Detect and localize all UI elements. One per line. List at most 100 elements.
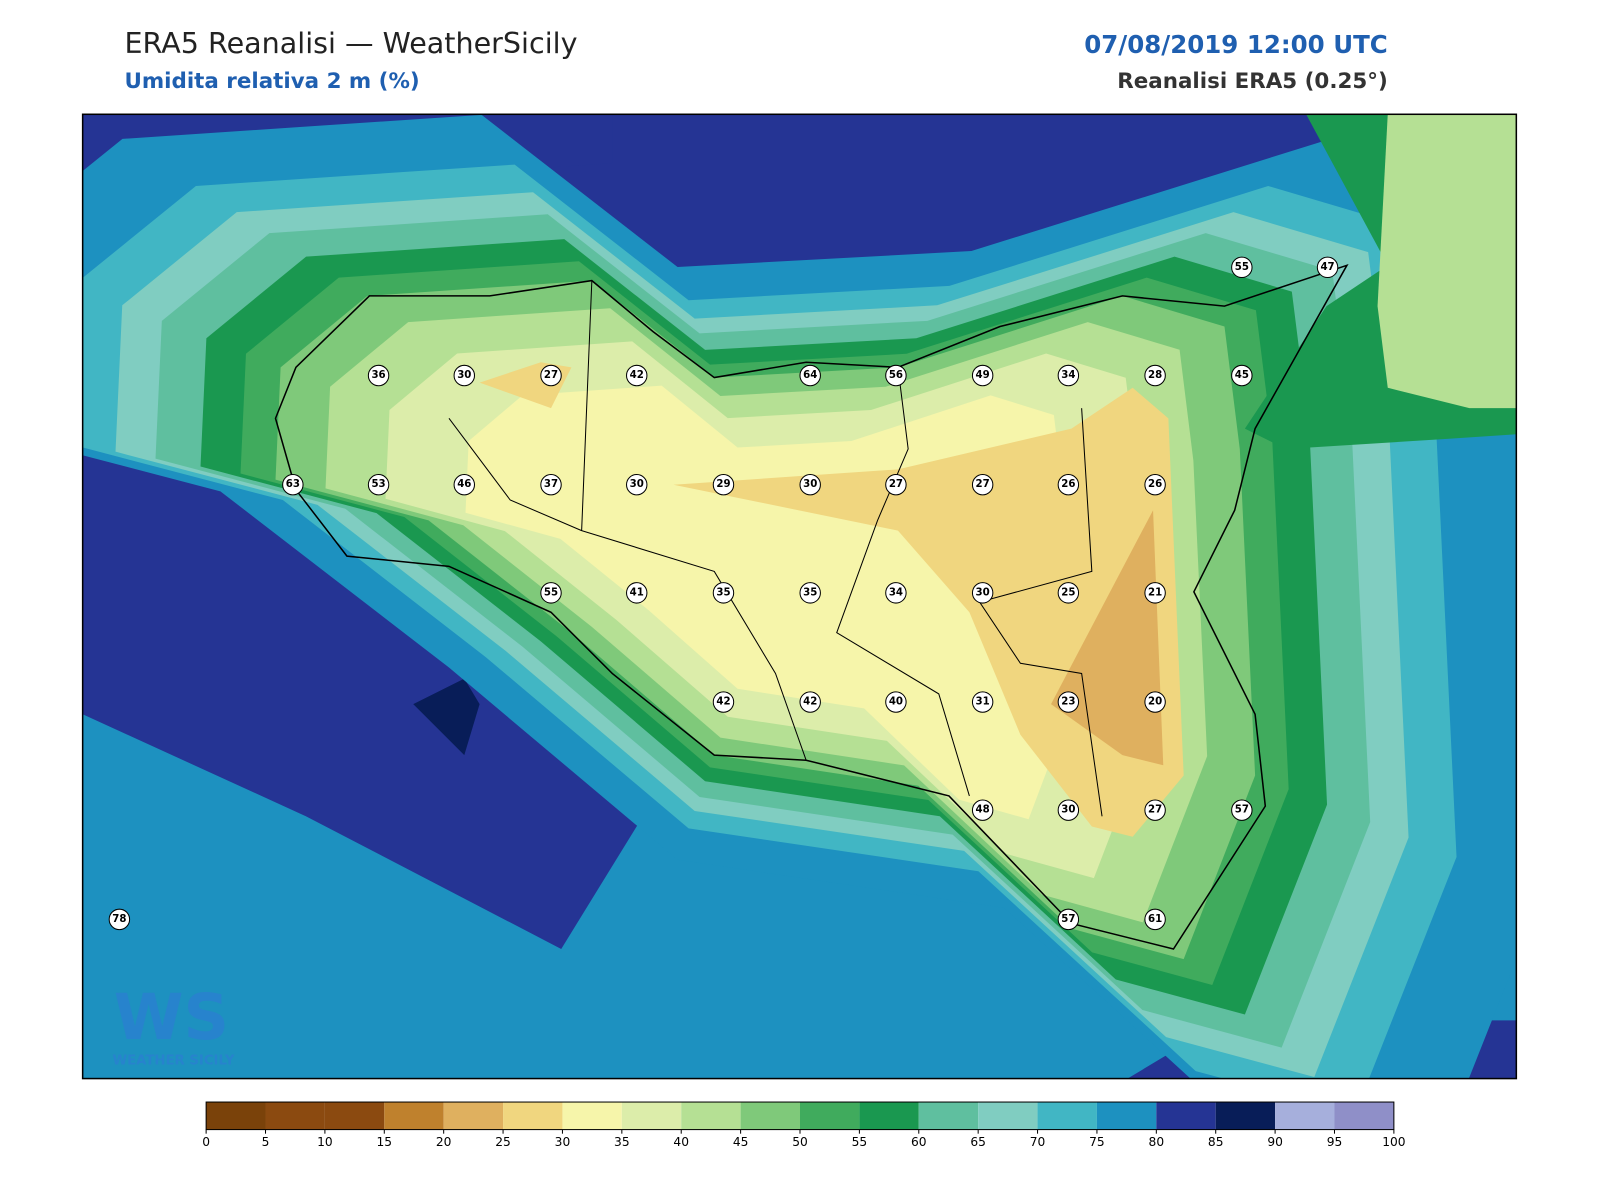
- station-marker: [1144, 364, 1166, 387]
- colorbar-bin: [681, 1102, 741, 1130]
- colorbar-tick-label: 55: [852, 1135, 868, 1149]
- colorbar-tick-label: 15: [376, 1135, 392, 1149]
- border: [448, 280, 1103, 817]
- station-value: 30: [457, 370, 471, 381]
- station-marker: [1231, 364, 1253, 387]
- station-value: 27: [976, 479, 990, 490]
- humidity-band: [1377, 114, 1517, 409]
- station-value: 46: [457, 479, 471, 490]
- station-value: 55: [544, 587, 558, 598]
- station-marker: [971, 473, 994, 496]
- colorbar-bin: [621, 1102, 682, 1130]
- station-marker: [626, 364, 648, 387]
- logo-text: WEATHER SICILY: [112, 1053, 234, 1068]
- station-marker: [367, 364, 390, 387]
- station-marker: [1144, 691, 1166, 713]
- colorbar-bin: [265, 1102, 325, 1130]
- station-marker: [1144, 799, 1166, 821]
- station-value: 61: [1148, 914, 1162, 925]
- station-value: 57: [1235, 805, 1249, 816]
- colorbar-tick-label: 70: [1030, 1135, 1046, 1149]
- station-value: 64: [803, 370, 817, 381]
- station-marker: [885, 691, 907, 713]
- station-value: 78: [112, 914, 126, 925]
- colorbar-bin: [740, 1102, 800, 1130]
- colorbar-tick-label: 100: [1382, 1135, 1405, 1149]
- colorbar-bin: [1334, 1102, 1394, 1130]
- humidity-band: [673, 387, 1184, 837]
- station-marker: [712, 582, 735, 604]
- stations: 55 47 36 30 27 42 64 56 49 34 28 45 63 53 46 37 30 29 30 27…: [108, 256, 1339, 931]
- station-marker: [971, 582, 994, 604]
- station-marker: [1231, 256, 1253, 279]
- humidity-band: [1051, 510, 1164, 766]
- colorbar-tick-label: 60: [911, 1135, 927, 1149]
- colorbar-bin: [1156, 1102, 1216, 1130]
- station-value: 42: [803, 697, 817, 708]
- colorbar: 0 5 10 15 20 25 30 35 40 45 50 55 60 65 70 75 80 85 90 95 10…: [202, 1101, 1406, 1149]
- sea-band: [413, 678, 480, 756]
- station-marker: [712, 691, 735, 713]
- station-marker: [971, 364, 994, 387]
- station-value: 57: [1061, 914, 1075, 925]
- colorbar-tick-label: 50: [792, 1135, 808, 1149]
- station-marker: [540, 364, 562, 387]
- station-value: 53: [371, 479, 385, 490]
- station-value: 63: [286, 479, 300, 490]
- station-value: 25: [1061, 587, 1075, 598]
- station-marker: [885, 473, 907, 496]
- title: ERA5 Reanalisi — WeatherSicily: [124, 26, 577, 60]
- station-value: 36: [371, 370, 385, 381]
- colorbar-bin: [859, 1102, 919, 1130]
- colorbar-bin: [1275, 1102, 1335, 1130]
- colorbar-bin: [1037, 1102, 1097, 1130]
- colorbar-bin: [324, 1102, 385, 1130]
- station-marker: [799, 582, 821, 604]
- station-value: 30: [630, 479, 644, 490]
- station-marker: [367, 473, 390, 496]
- station-marker: [971, 691, 994, 713]
- station-marker: [1316, 256, 1339, 279]
- colorbar-tick-label: 95: [1327, 1135, 1343, 1149]
- station-marker: [1057, 582, 1080, 604]
- colorbar-tick-label: 90: [1267, 1135, 1283, 1149]
- map: [82, 114, 1517, 1079]
- colorbar-tick-label: 5: [262, 1135, 270, 1149]
- datetime: 07/08/2019 12:00 UTC: [1084, 30, 1388, 59]
- station-value: 49: [976, 370, 990, 381]
- station-value: 34: [889, 587, 903, 598]
- station-marker: [1231, 799, 1253, 821]
- colorbar-tick-label: 0: [202, 1135, 210, 1149]
- colorbar-bin: [562, 1102, 622, 1130]
- station-value: 29: [716, 479, 730, 490]
- station-value: 27: [544, 370, 558, 381]
- colorbar-tick-label: 30: [555, 1135, 571, 1149]
- station-marker: [971, 799, 994, 821]
- station-marker: [453, 364, 475, 387]
- station-value: 48: [976, 805, 990, 816]
- station-marker: [799, 691, 821, 713]
- station-value: 31: [976, 697, 990, 708]
- station-value: 28: [1148, 370, 1162, 381]
- station-marker: [799, 364, 821, 387]
- station-value: 30: [1061, 805, 1075, 816]
- station-value: 26: [1061, 479, 1075, 490]
- colorbar-tick-label: 45: [733, 1135, 749, 1149]
- station-value: 26: [1148, 479, 1162, 490]
- colorbar-tick-label: 10: [317, 1135, 333, 1149]
- colorbar-bin: [503, 1102, 563, 1130]
- station-value: 27: [1148, 805, 1162, 816]
- colorbar-tick-label: 65: [970, 1135, 986, 1149]
- station-value: 34: [1061, 370, 1075, 381]
- station-value: 45: [1235, 370, 1249, 381]
- colorbar-tick-label: 25: [495, 1135, 511, 1149]
- station-value: 55: [1235, 262, 1249, 273]
- colorbar-tick-label: 75: [1089, 1135, 1105, 1149]
- station-marker: [1057, 691, 1080, 713]
- colorbar-bin: [206, 1102, 266, 1130]
- subtitle: Umidita relativa 2 m (%): [124, 69, 419, 94]
- colorbar-tick-label: 35: [614, 1135, 630, 1149]
- station-marker: [1144, 473, 1166, 496]
- station-value: 42: [716, 697, 730, 708]
